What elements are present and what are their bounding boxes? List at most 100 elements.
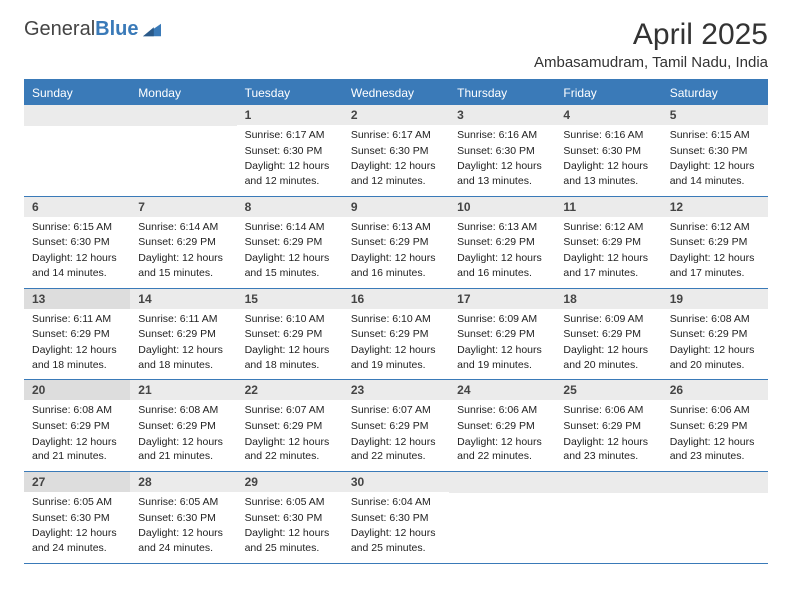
sunrise-line: Sunrise: 6:06 AM — [457, 403, 547, 418]
sunrise-line: Sunrise: 6:16 AM — [457, 128, 547, 143]
day-cell: 20Sunrise: 6:08 AMSunset: 6:29 PMDayligh… — [24, 380, 130, 471]
sunset-line: Sunset: 6:29 PM — [245, 235, 335, 250]
day-number: 21 — [130, 380, 236, 400]
day-number: 29 — [237, 472, 343, 492]
day-number: 23 — [343, 380, 449, 400]
sunrise-line: Sunrise: 6:07 AM — [245, 403, 335, 418]
sunrise-line: Sunrise: 6:13 AM — [457, 220, 547, 235]
weeks: 1Sunrise: 6:17 AMSunset: 6:30 PMDaylight… — [24, 105, 768, 564]
sunset-line: Sunset: 6:30 PM — [245, 511, 335, 526]
day-info: Sunrise: 6:16 AMSunset: 6:30 PMDaylight:… — [449, 125, 555, 196]
day-number — [130, 105, 236, 126]
day-number: 27 — [24, 472, 130, 492]
day-number: 19 — [662, 289, 768, 309]
sunset-line: Sunset: 6:30 PM — [457, 144, 547, 159]
sunrise-line: Sunrise: 6:12 AM — [563, 220, 653, 235]
sunset-line: Sunset: 6:30 PM — [670, 144, 760, 159]
day-cell: 21Sunrise: 6:08 AMSunset: 6:29 PMDayligh… — [130, 380, 236, 471]
day-info: Sunrise: 6:16 AMSunset: 6:30 PMDaylight:… — [555, 125, 661, 196]
day-cell: 30Sunrise: 6:04 AMSunset: 6:30 PMDayligh… — [343, 472, 449, 563]
logo: GeneralBlue — [24, 18, 161, 41]
daylight-line: Daylight: 12 hours and 22 minutes. — [245, 435, 335, 464]
day-cell: 26Sunrise: 6:06 AMSunset: 6:29 PMDayligh… — [662, 380, 768, 471]
day-info: Sunrise: 6:06 AMSunset: 6:29 PMDaylight:… — [449, 400, 555, 471]
sunrise-line: Sunrise: 6:10 AM — [245, 312, 335, 327]
sunrise-line: Sunrise: 6:05 AM — [32, 495, 122, 510]
daylight-line: Daylight: 12 hours and 18 minutes. — [32, 343, 122, 372]
day-cell: 5Sunrise: 6:15 AMSunset: 6:30 PMDaylight… — [662, 105, 768, 196]
sunrise-line: Sunrise: 6:15 AM — [670, 128, 760, 143]
day-info: Sunrise: 6:14 AMSunset: 6:29 PMDaylight:… — [237, 217, 343, 288]
sunset-line: Sunset: 6:29 PM — [351, 327, 441, 342]
day-number: 6 — [24, 197, 130, 217]
daylight-line: Daylight: 12 hours and 12 minutes. — [245, 159, 335, 188]
day-number — [24, 105, 130, 126]
day-cell: 18Sunrise: 6:09 AMSunset: 6:29 PMDayligh… — [555, 289, 661, 380]
day-number: 30 — [343, 472, 449, 492]
day-header: Sunday — [24, 81, 130, 105]
day-number: 9 — [343, 197, 449, 217]
day-info: Sunrise: 6:13 AMSunset: 6:29 PMDaylight:… — [449, 217, 555, 288]
day-info: Sunrise: 6:15 AMSunset: 6:30 PMDaylight:… — [662, 125, 768, 196]
day-number: 22 — [237, 380, 343, 400]
daylight-line: Daylight: 12 hours and 23 minutes. — [563, 435, 653, 464]
daylight-line: Daylight: 12 hours and 17 minutes. — [670, 251, 760, 280]
day-number: 26 — [662, 380, 768, 400]
sunrise-line: Sunrise: 6:07 AM — [351, 403, 441, 418]
day-number: 15 — [237, 289, 343, 309]
sunrise-line: Sunrise: 6:16 AM — [563, 128, 653, 143]
day-number: 2 — [343, 105, 449, 125]
week-row: 20Sunrise: 6:08 AMSunset: 6:29 PMDayligh… — [24, 380, 768, 472]
sunset-line: Sunset: 6:29 PM — [563, 235, 653, 250]
day-cell: 1Sunrise: 6:17 AMSunset: 6:30 PMDaylight… — [237, 105, 343, 196]
daylight-line: Daylight: 12 hours and 16 minutes. — [457, 251, 547, 280]
day-number: 8 — [237, 197, 343, 217]
sunrise-line: Sunrise: 6:05 AM — [138, 495, 228, 510]
sunset-line: Sunset: 6:29 PM — [670, 327, 760, 342]
sunset-line: Sunset: 6:29 PM — [670, 419, 760, 434]
day-cell: 28Sunrise: 6:05 AMSunset: 6:30 PMDayligh… — [130, 472, 236, 563]
daylight-line: Daylight: 12 hours and 13 minutes. — [457, 159, 547, 188]
daylight-line: Daylight: 12 hours and 19 minutes. — [351, 343, 441, 372]
day-info: Sunrise: 6:08 AMSunset: 6:29 PMDaylight:… — [130, 400, 236, 471]
sunrise-line: Sunrise: 6:10 AM — [351, 312, 441, 327]
sunrise-line: Sunrise: 6:08 AM — [32, 403, 122, 418]
day-header: Friday — [555, 81, 661, 105]
day-info: Sunrise: 6:06 AMSunset: 6:29 PMDaylight:… — [662, 400, 768, 471]
sunset-line: Sunset: 6:30 PM — [32, 511, 122, 526]
daylight-line: Daylight: 12 hours and 18 minutes. — [138, 343, 228, 372]
sunrise-line: Sunrise: 6:15 AM — [32, 220, 122, 235]
day-info: Sunrise: 6:14 AMSunset: 6:29 PMDaylight:… — [130, 217, 236, 288]
day-cell: 6Sunrise: 6:15 AMSunset: 6:30 PMDaylight… — [24, 197, 130, 288]
week-row: 6Sunrise: 6:15 AMSunset: 6:30 PMDaylight… — [24, 197, 768, 289]
day-cell: 11 Sunrise: 6:12 AMSunset: 6:29 PMDayligh… — [555, 197, 661, 288]
title-block: April 2025 Ambasamudram, Tamil Nadu, Ind… — [534, 18, 768, 71]
day-number: 13 — [24, 289, 130, 309]
day-cell — [555, 472, 661, 563]
daylight-line: Daylight: 12 hours and 25 minutes. — [245, 526, 335, 555]
daylight-line: Daylight: 12 hours and 17 minutes. — [563, 251, 653, 280]
day-number: 14 — [130, 289, 236, 309]
sunset-line: Sunset: 6:29 PM — [563, 419, 653, 434]
day-cell: 27Sunrise: 6:05 AMSunset: 6:30 PMDayligh… — [24, 472, 130, 563]
sunrise-line: Sunrise: 6:04 AM — [351, 495, 441, 510]
day-cell: 7Sunrise: 6:14 AMSunset: 6:29 PMDaylight… — [130, 197, 236, 288]
day-info: Sunrise: 6:11 AMSunset: 6:29 PMDaylight:… — [24, 309, 130, 380]
daylight-line: Daylight: 12 hours and 15 minutes. — [245, 251, 335, 280]
day-number — [555, 472, 661, 493]
daylight-line: Daylight: 12 hours and 20 minutes. — [563, 343, 653, 372]
day-number: 7 — [130, 197, 236, 217]
day-info: Sunrise: 6:08 AMSunset: 6:29 PMDaylight:… — [24, 400, 130, 471]
sunrise-line: Sunrise: 6:05 AM — [245, 495, 335, 510]
daylight-line: Daylight: 12 hours and 23 minutes. — [670, 435, 760, 464]
day-number: 11 — [555, 197, 661, 217]
day-cell: 23Sunrise: 6:07 AMSunset: 6:29 PMDayligh… — [343, 380, 449, 471]
day-info: Sunrise: 6:06 AMSunset: 6:29 PMDaylight:… — [555, 400, 661, 471]
month-title: April 2025 — [534, 18, 768, 52]
sunset-line: Sunset: 6:30 PM — [351, 511, 441, 526]
day-info: Sunrise: 6:12 AMSunset: 6:29 PMDaylight:… — [662, 217, 768, 288]
sunset-line: Sunset: 6:30 PM — [351, 144, 441, 159]
sunset-line: Sunset: 6:29 PM — [245, 419, 335, 434]
sunrise-line: Sunrise: 6:06 AM — [563, 403, 653, 418]
day-cell: 22 Sunrise: 6:07 AMSunset: 6:29 PMDayligh… — [237, 380, 343, 471]
